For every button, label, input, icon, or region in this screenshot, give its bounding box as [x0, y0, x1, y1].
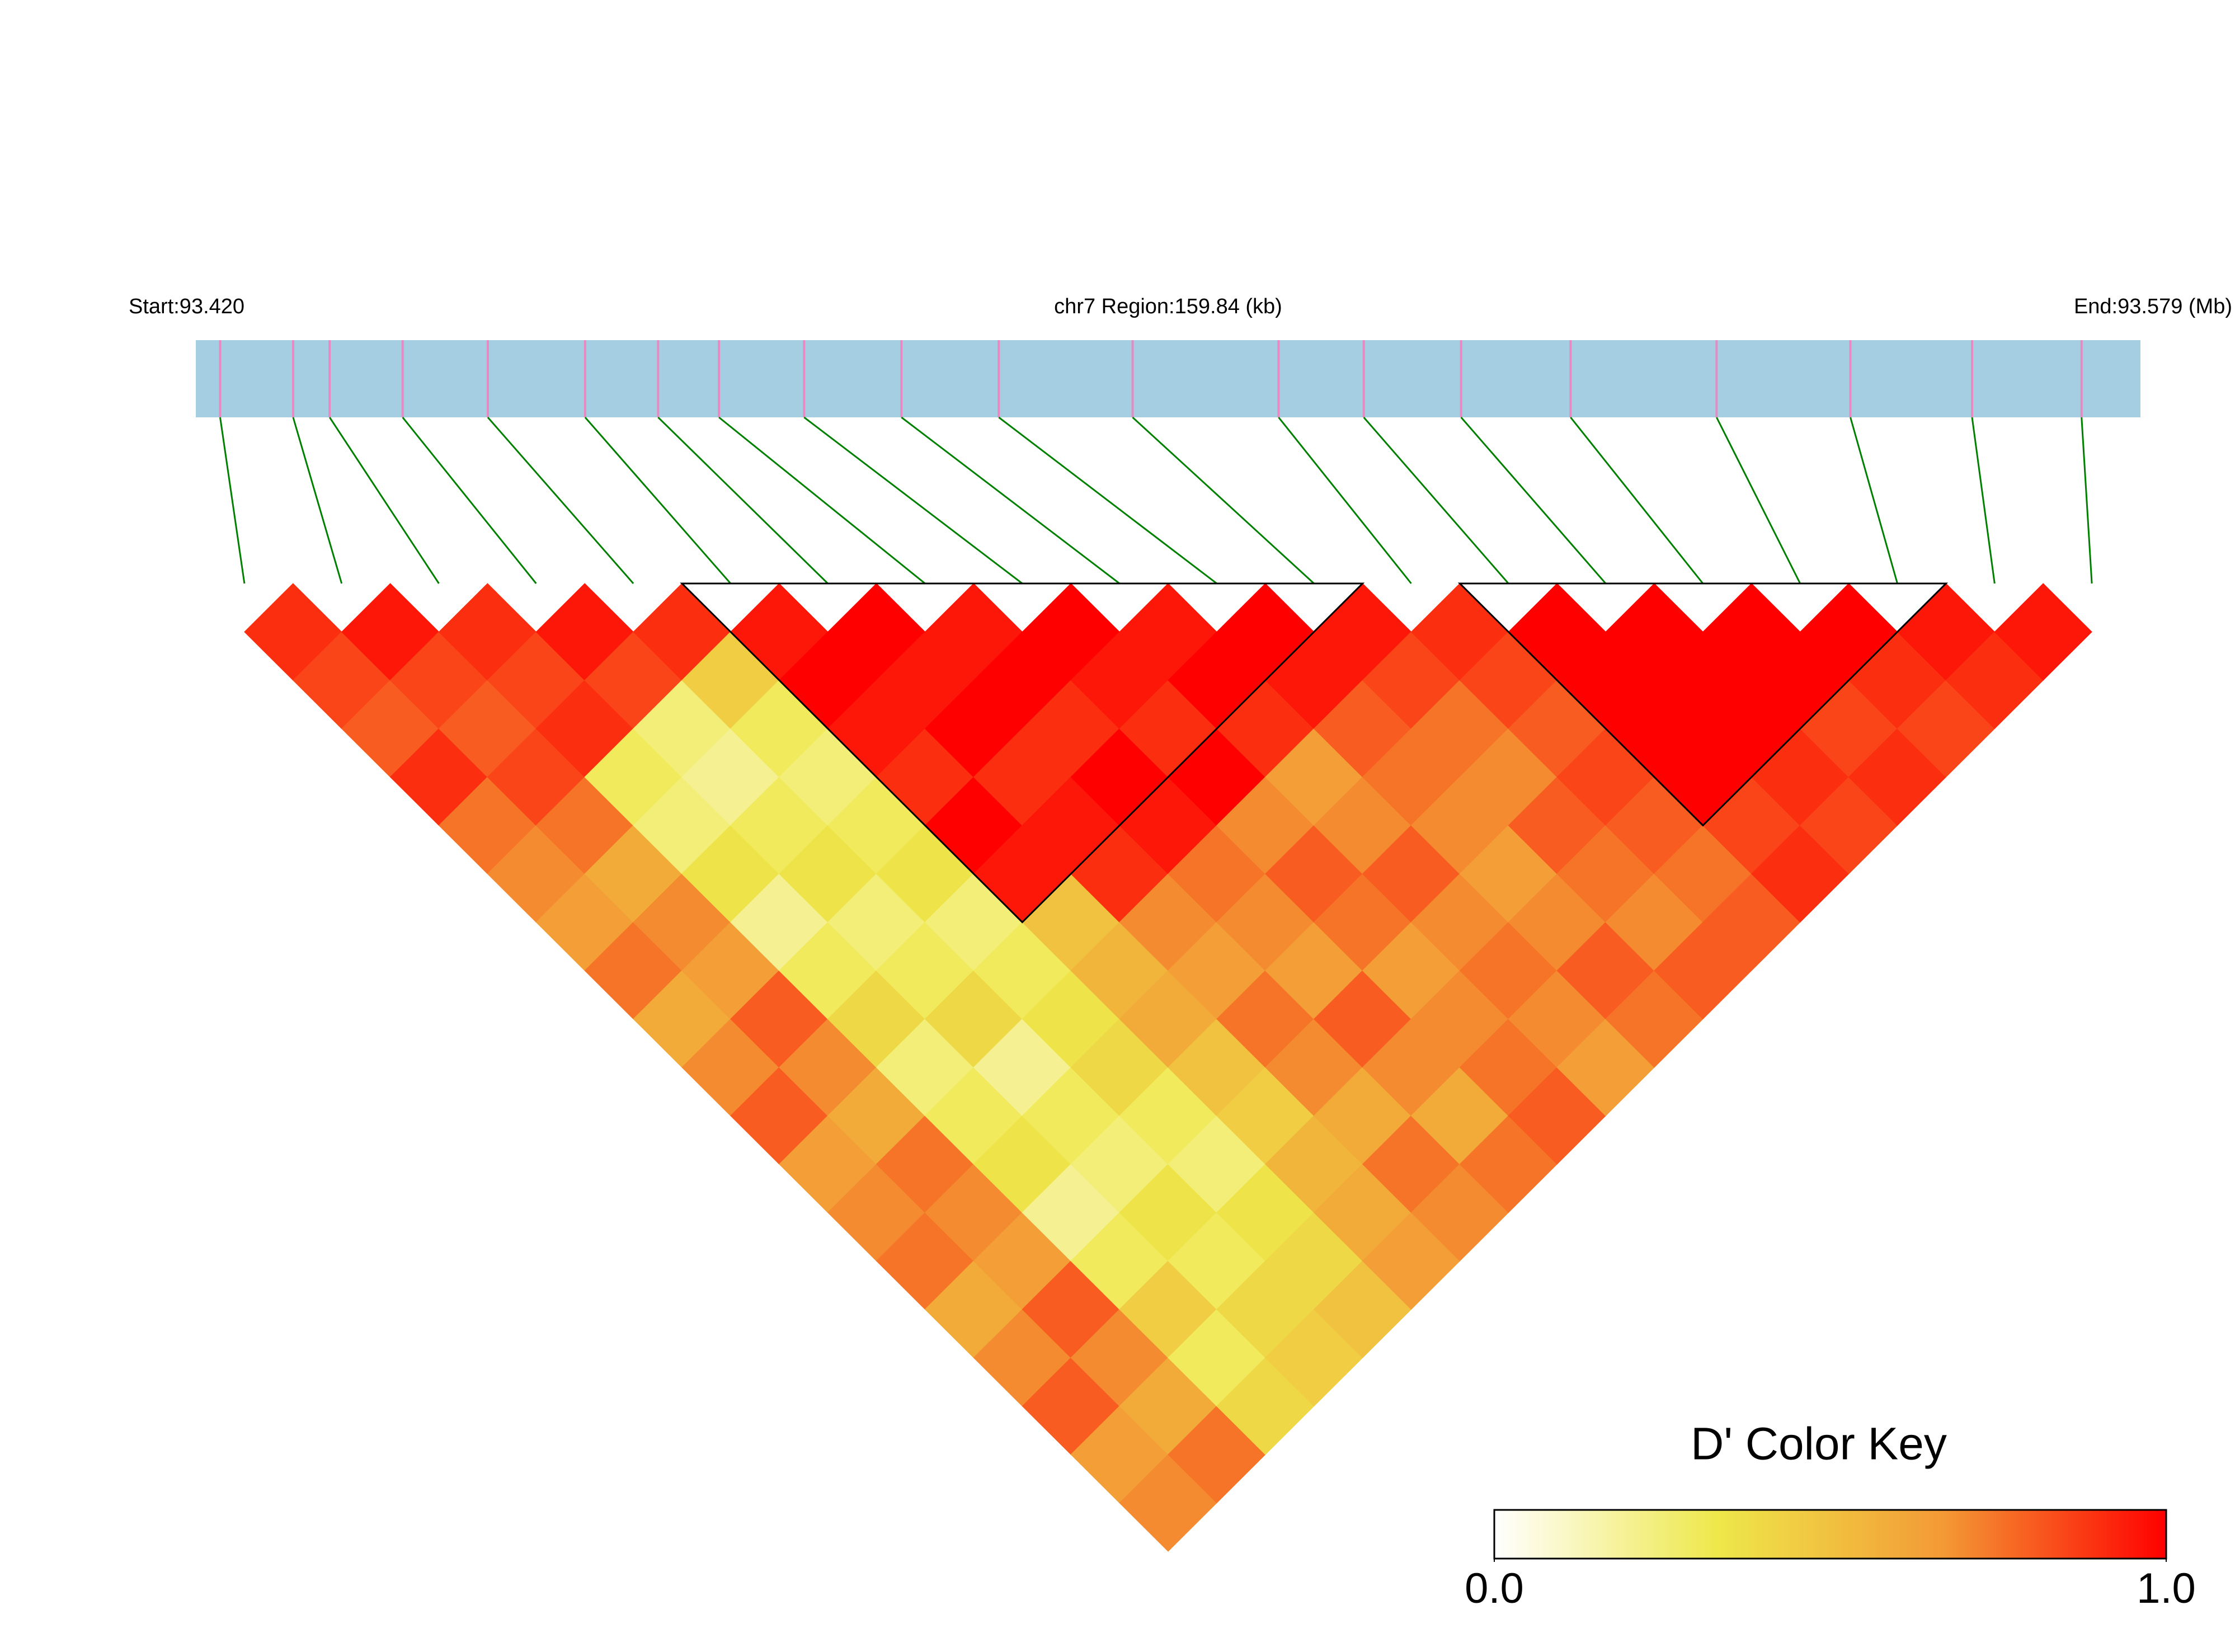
- snp-link: [2081, 417, 2093, 584]
- snp-link: [584, 417, 732, 584]
- snp-link: [292, 417, 343, 584]
- snp-link: [1570, 417, 1704, 584]
- snp-link: [1460, 417, 1607, 584]
- snp-link: [1971, 417, 1996, 584]
- region-label: chr7 Region:159.84 (kb): [1054, 295, 1282, 318]
- snp-bar: [196, 340, 2140, 417]
- snp-link: [1132, 416, 1315, 585]
- snp-link: [402, 417, 537, 584]
- snp-link: [998, 416, 1217, 585]
- ld-block: [680, 582, 1365, 924]
- snp-link: [328, 417, 440, 584]
- snp-link: [1278, 417, 1412, 584]
- snp-link: [718, 416, 926, 585]
- colorbar: [1493, 1509, 2167, 1560]
- end-label: End:93.579 (Mb): [2074, 295, 2232, 318]
- snp-link: [1716, 417, 1801, 584]
- snp-link: [901, 416, 1121, 585]
- snp-link: [487, 417, 634, 584]
- colorbar-title: D' Color Key: [1691, 1419, 1947, 1470]
- ld-cell: [1994, 583, 2092, 681]
- snp-link: [657, 416, 829, 585]
- colorbar-tick-label: 0.0: [1465, 1565, 1524, 1612]
- snp-link: [1850, 417, 1898, 584]
- snp-link: [803, 416, 1023, 585]
- snp-link: [1363, 417, 1509, 584]
- snp-link: [219, 417, 246, 584]
- ld-block: [1457, 582, 1949, 827]
- start-label: Start:93.420: [129, 295, 244, 318]
- colorbar-tick-label: 1.0: [2137, 1565, 2196, 1612]
